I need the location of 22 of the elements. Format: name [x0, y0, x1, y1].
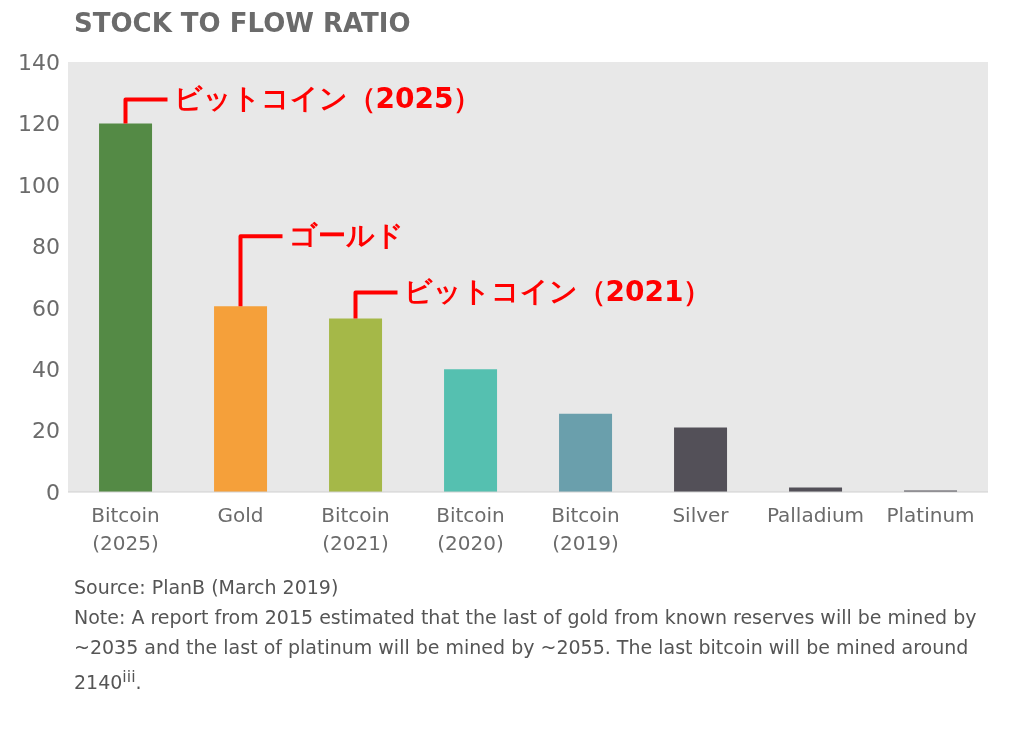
y-tick-label: 100 — [18, 172, 60, 198]
x-tick-label: Bitcoin (2025) — [91, 503, 160, 555]
y-tick-label: 80 — [32, 234, 60, 260]
x-tick-label: Bitcoin (2020) — [436, 503, 505, 555]
x-tick-label: Platinum — [886, 503, 975, 527]
y-tick-label: 60 — [32, 295, 60, 321]
y-tick-label: 40 — [32, 356, 60, 382]
source-note: Source: PlanB (March 2019) — [74, 575, 340, 600]
x-tick-label: Silver — [672, 503, 730, 527]
x-tick-label: Gold — [217, 503, 264, 527]
y-tick-label: 20 — [32, 418, 60, 444]
annotation: ビットコイン（2025） — [173, 82, 482, 116]
x-tick-label: Bitcoin (2021) — [321, 503, 390, 555]
x-tick-label: Bitcoin (2019) — [551, 503, 620, 555]
y-tick-label: 0 — [46, 479, 60, 505]
y-tick-label: 120 — [18, 111, 60, 137]
text: Note: A report from 2015 estimated that the last of gold from known reserves will be mined by ~2035 and the last of platinum will be mined by ~2055. The last bitcoin will be mined around 2140$^{iii}$. — [74, 605, 978, 696]
annotation: ゴールド — [288, 219, 404, 253]
y-tick-label: 140 — [18, 49, 60, 75]
annotation: ビットコイン（2021） — [403, 275, 712, 309]
chart-title: STOCK TO FLOW RATIO — [74, 8, 412, 38]
x-tick-label: Palladium — [766, 503, 865, 527]
